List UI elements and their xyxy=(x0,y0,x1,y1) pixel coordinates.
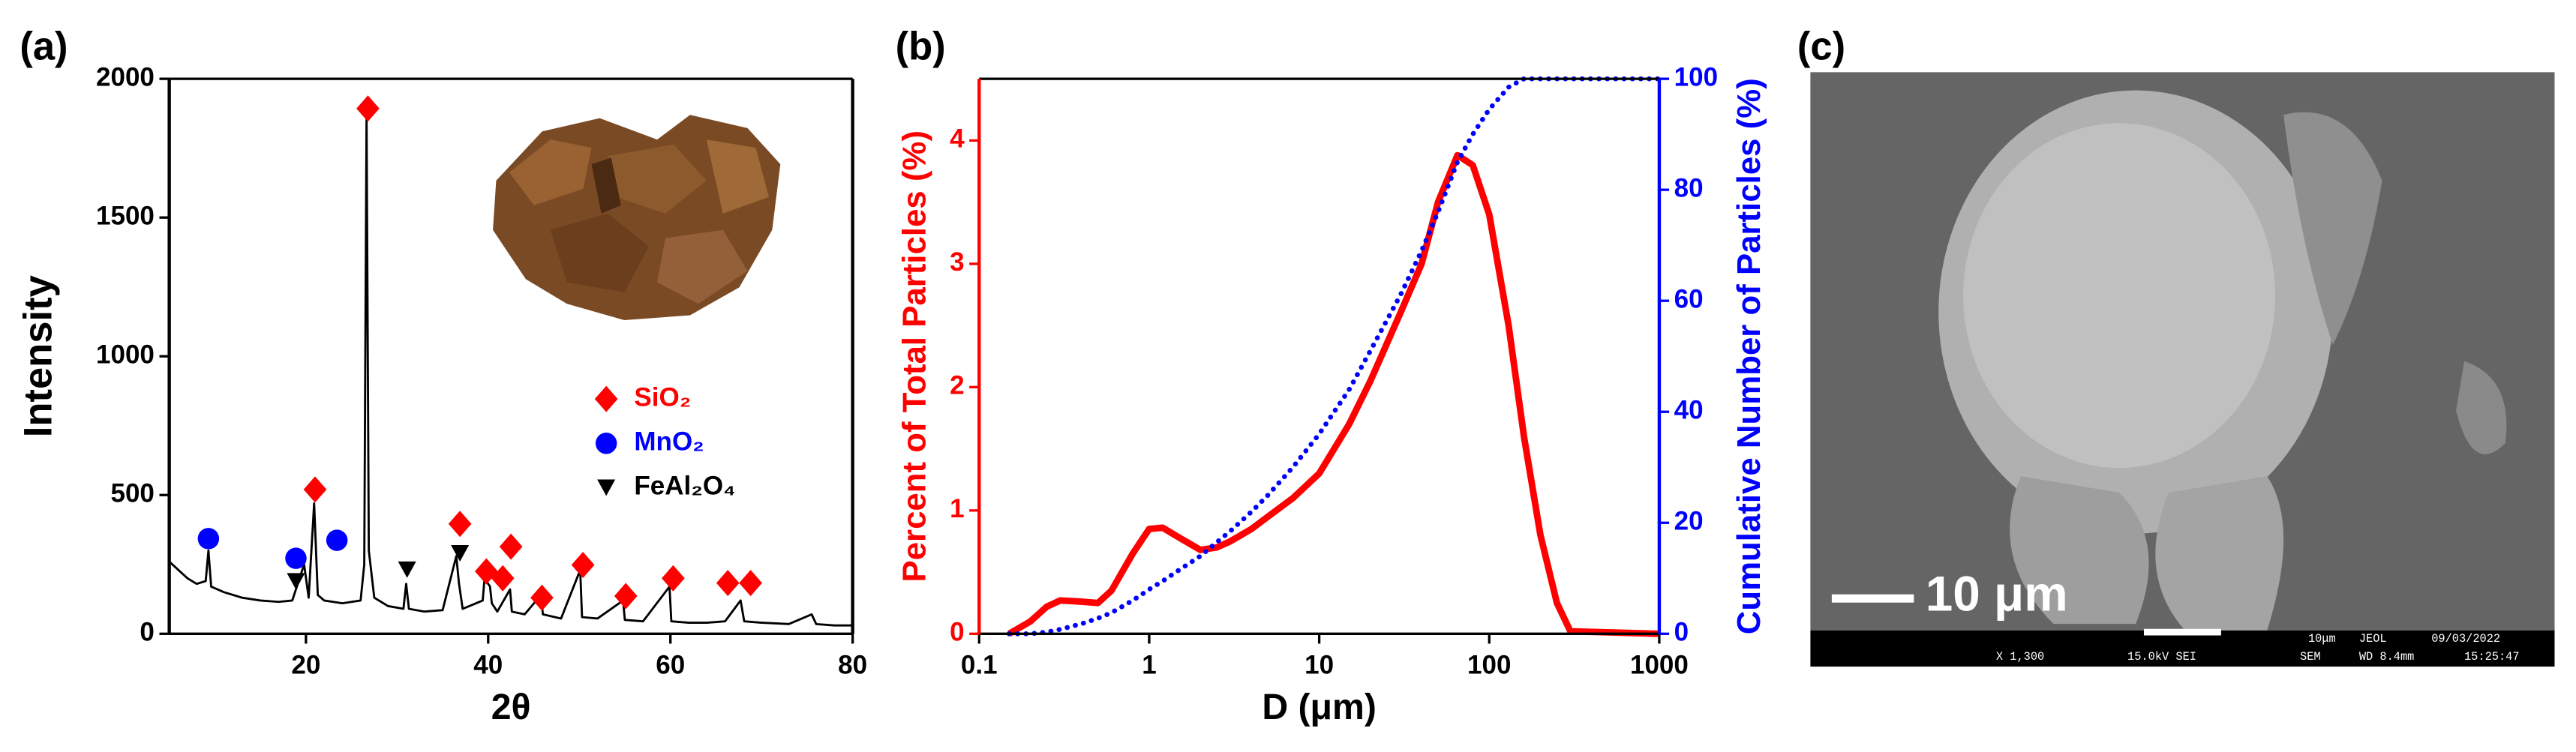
y2-tick-label: 100 xyxy=(1674,62,1718,91)
data-line xyxy=(168,113,853,627)
y-tick-label: 0 xyxy=(950,618,964,647)
y2-tick-label: 20 xyxy=(1674,507,1704,536)
marker xyxy=(197,528,220,550)
legend-label: SiO₂ xyxy=(634,382,691,412)
y-tick-label: 3 xyxy=(950,247,964,277)
y-tick-label: 500 xyxy=(110,479,154,508)
y-tick-label: 0 xyxy=(140,618,154,647)
y-tick-label: 1500 xyxy=(96,201,155,230)
y-tick-label: 2000 xyxy=(96,62,155,91)
y2-tick-label: 0 xyxy=(1674,618,1689,647)
legend-marker xyxy=(597,479,616,496)
legend-marker xyxy=(595,433,617,454)
data-line xyxy=(1006,76,1662,637)
marker xyxy=(739,570,762,597)
marker xyxy=(303,476,327,503)
panel-label: (b) xyxy=(896,25,946,69)
y-tick-label: 4 xyxy=(950,124,965,154)
marker xyxy=(448,511,472,538)
marker xyxy=(614,583,638,610)
info-text: 10μm xyxy=(2308,632,2336,646)
x-tick-label: 10 xyxy=(1305,650,1334,679)
y2-tick-label: 80 xyxy=(1674,173,1704,202)
marker xyxy=(326,529,348,551)
x-tick-label: 60 xyxy=(656,650,685,679)
y2-tick-label: 60 xyxy=(1674,284,1704,313)
y-axis-title: Percent of Total Particles (%) xyxy=(896,130,933,583)
marker xyxy=(571,552,595,579)
x-tick-label: 100 xyxy=(1467,650,1511,679)
x-axis-title: 2θ xyxy=(491,687,531,727)
marker xyxy=(716,570,740,597)
marker xyxy=(530,584,554,611)
info-text: 15.0kV SEI xyxy=(2127,650,2196,664)
x-tick-label: 40 xyxy=(473,650,503,679)
marker xyxy=(499,533,523,560)
panel-label: (a) xyxy=(20,25,68,69)
info-text: WD 8.4mm xyxy=(2359,650,2415,664)
info-text: 09/03/2022 xyxy=(2431,632,2500,646)
panel-label: (c) xyxy=(1797,25,1845,69)
y2-axis-title: Cumulative Number of Particles (%) xyxy=(1731,78,1767,634)
info-text: JEOL xyxy=(2359,632,2387,646)
y-tick-label: 1000 xyxy=(96,340,155,369)
info-text: X 1,300 xyxy=(1996,650,2044,664)
x-tick-label: 1000 xyxy=(1630,650,1689,679)
x-axis-title: D (μm) xyxy=(1262,687,1377,727)
x-tick-label: 80 xyxy=(838,650,867,679)
marker xyxy=(285,547,307,569)
x-tick-label: 1 xyxy=(1142,650,1156,679)
legend-label: FeAl₂O₄ xyxy=(634,472,735,501)
marker xyxy=(451,545,470,562)
sem-image xyxy=(1810,72,2555,667)
data-line xyxy=(1007,151,1660,637)
info-text: 15:25:47 xyxy=(2464,650,2520,664)
info-text: SEM xyxy=(2300,650,2321,664)
marker xyxy=(356,95,380,122)
marker xyxy=(398,561,416,578)
marker xyxy=(491,565,515,592)
rock-photo xyxy=(493,115,781,321)
legend-marker xyxy=(594,385,618,412)
y-tick-label: 2 xyxy=(950,371,964,400)
x-tick-label: 20 xyxy=(291,650,320,679)
y2-tick-label: 40 xyxy=(1674,395,1704,424)
y-tick-label: 1 xyxy=(950,494,964,523)
scale-bar-label: 10 μm xyxy=(1926,567,2068,622)
y-axis-title: Intensity xyxy=(17,275,61,437)
marker xyxy=(287,573,305,590)
x-tick-label: 0.1 xyxy=(961,650,998,679)
legend-label: MnO₂ xyxy=(634,427,704,457)
marker xyxy=(662,565,685,592)
